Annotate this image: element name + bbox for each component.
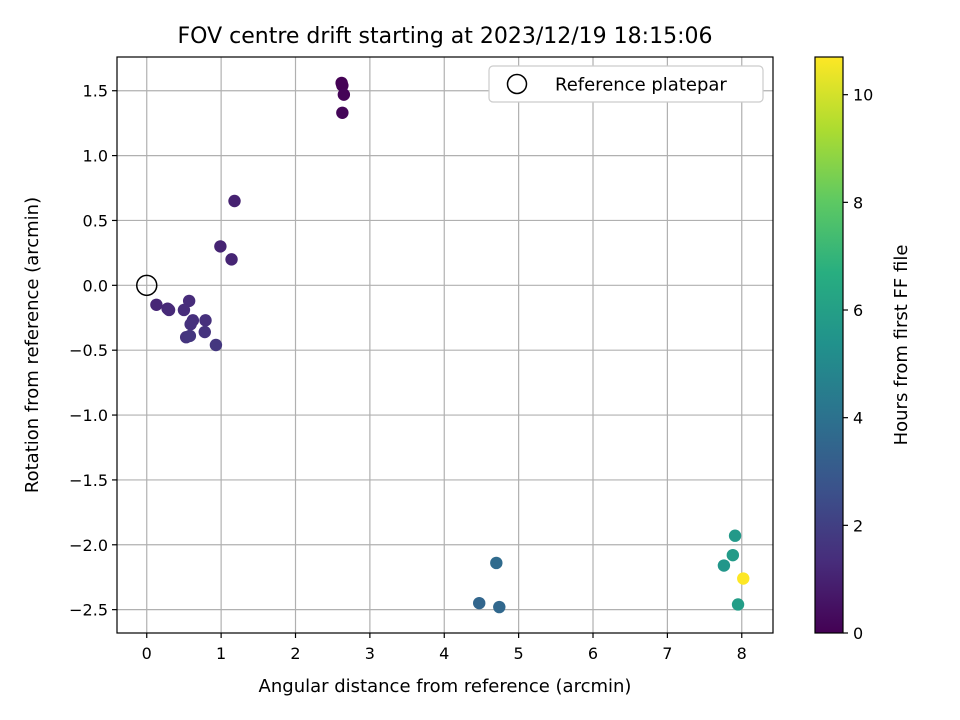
data-point: [728, 529, 742, 542]
x-axis-label: Angular distance from reference (arcmin): [259, 676, 632, 697]
x-axis-ticks: 0 1 2 3 4 5 6 7 8: [142, 633, 747, 663]
y-tick-label: −1.0: [69, 406, 108, 425]
colorbar-ticks: 0 2 4 6 8 10: [843, 86, 873, 643]
data-points: [150, 76, 750, 614]
data-point: [214, 240, 227, 253]
colorbar-tick-label: 2: [853, 516, 863, 535]
data-point: [490, 556, 503, 570]
data-point: [209, 338, 223, 352]
legend-box: [488, 65, 764, 103]
y-axis-ticks: 1.5 1.0 0.5 0.0 −0.5 −1.0 −1.5 −2.0 −2.5: [69, 82, 117, 620]
x-tick-label: 5: [514, 644, 524, 663]
colorbar-tick-label: 0: [853, 624, 863, 643]
data-point: [182, 294, 196, 308]
x-tick-label: 2: [290, 644, 300, 663]
colorbar-tick-label: 10: [853, 86, 873, 105]
data-point: [199, 314, 212, 327]
data-point: [225, 253, 238, 266]
y-tick-label: −2.0: [69, 536, 108, 555]
data-point: [184, 318, 197, 331]
y-tick-label: −0.5: [69, 341, 108, 360]
reference-platepar-marker: [136, 274, 158, 297]
data-point: [228, 194, 241, 208]
colorbar-tick-label: 8: [853, 193, 863, 212]
data-point: [337, 88, 351, 101]
y-tick-label: 0.0: [83, 276, 108, 295]
y-tick-label: −1.5: [69, 471, 108, 490]
data-point: [150, 298, 163, 311]
plot-frame: [116, 56, 774, 634]
data-point: [183, 329, 197, 343]
data-point: [198, 325, 211, 339]
y-axis-label: Rotation from reference (arcmin): [22, 197, 43, 493]
x-tick-label: 3: [365, 644, 375, 663]
data-point: [336, 106, 349, 119]
grid: [117, 57, 773, 633]
legend-label-reference-platepar: Reference platepar: [555, 75, 727, 96]
chart-title: FOV centre drift starting at 2023/12/19 …: [178, 24, 713, 49]
data-point: [493, 600, 506, 614]
x-tick-label: 8: [737, 644, 747, 663]
y-tick-label: 1.0: [83, 147, 108, 166]
x-tick-label: 6: [588, 644, 598, 663]
data-point: [162, 303, 176, 317]
colorbar-gradient: [814, 56, 844, 634]
y-tick-label: 0.5: [83, 211, 108, 230]
x-tick-label: 4: [439, 644, 449, 663]
data-point: [717, 559, 731, 572]
reference-marker-group: [136, 274, 158, 297]
data-point: [473, 596, 486, 610]
y-tick-label: 1.5: [83, 82, 108, 101]
data-point: [731, 598, 745, 611]
colorbar-tick-label: 4: [853, 409, 863, 428]
colorbar-label: Hours from first FF file: [891, 245, 912, 446]
data-point: [737, 572, 750, 585]
colorbar-tick-label: 6: [853, 301, 863, 320]
data-point: [726, 548, 740, 562]
colorbar: 0 2 4 6 8 10 Hours from first FF file: [814, 56, 912, 643]
legend-reference-marker: [506, 73, 528, 95]
x-tick-label: 1: [216, 644, 226, 663]
data-point: [177, 303, 191, 317]
x-tick-label: 0: [142, 644, 152, 663]
legend[interactable]: Reference platepar: [488, 65, 764, 103]
y-tick-label: −2.5: [69, 601, 108, 620]
x-tick-label: 7: [662, 644, 672, 663]
